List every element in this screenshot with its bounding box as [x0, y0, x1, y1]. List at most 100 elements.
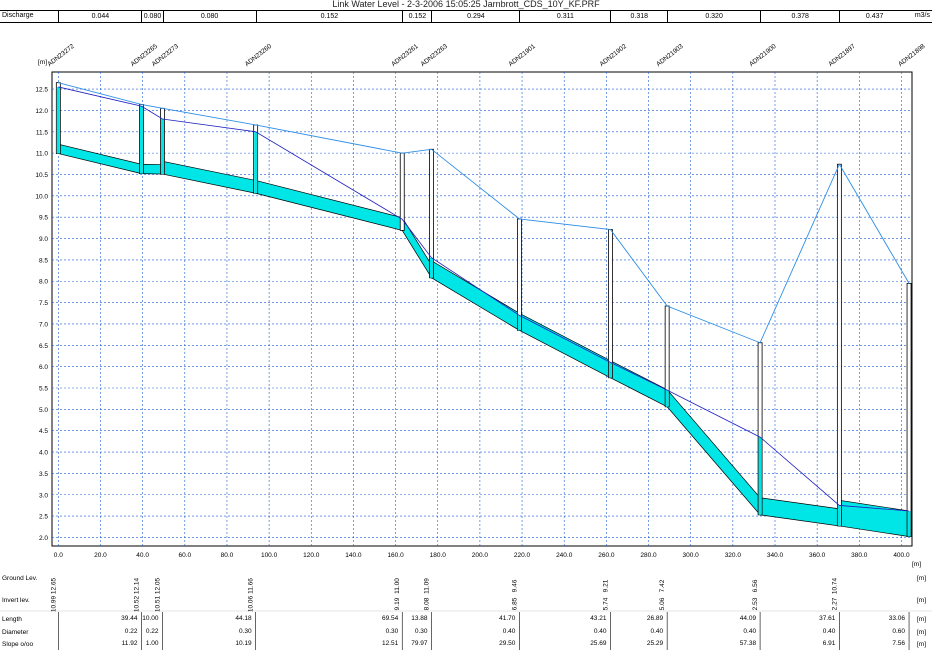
table-cell-slope-o-oo: 12.51 — [382, 640, 399, 647]
invert-level-value: 10.99 — [50, 595, 57, 612]
node-name-label: ADN23261 — [390, 43, 420, 68]
invert-level-value: 9.19 — [394, 597, 401, 610]
discharge-cell: 0.311 — [519, 11, 610, 22]
slope-label: Slope o/oo — [2, 641, 34, 648]
ground-level-value: 12.65 — [50, 577, 57, 594]
x-tick-label: 140.0 — [345, 552, 362, 559]
node-name-label: ADN23272 — [46, 43, 76, 68]
x-tick-label: 300.0 — [683, 552, 700, 559]
plot-frame — [51, 71, 913, 547]
table-cell-slope-o-oo: 79.97 — [411, 640, 428, 647]
diameter-unit: [m] — [917, 629, 927, 636]
table-cell-slope-o-oo: 11.92 — [122, 640, 138, 647]
table-cell-slope-o-oo: 10.19 — [235, 640, 252, 647]
ground-level-value: 11.66 — [248, 578, 255, 594]
table-cell-length: 13.88 — [411, 615, 428, 622]
table-cell-length: 44.18 — [235, 615, 252, 622]
invert-level-value: 6.85 — [511, 597, 518, 610]
invert-level-value: 10.06 — [248, 595, 255, 612]
table-cell-slope-o-oo: 29.50 — [499, 640, 516, 647]
table-cell-slope-o-oo: 6.91 — [823, 640, 836, 647]
table-cell-diameter: 0.60 — [892, 628, 905, 635]
x-tick-label: 260.0 — [598, 552, 615, 559]
manhole — [516, 218, 522, 331]
ground-level-unit: [m] — [917, 575, 927, 582]
y-tick-label: 9.5 — [39, 215, 48, 222]
chart-title: Link Water Level - 2-3-2006 15:05:25 Jar… — [332, 0, 600, 9]
y-tick-label: 4.5 — [39, 428, 48, 435]
ground-level-value: 7.42 — [659, 579, 666, 592]
pipe-segment — [839, 499, 910, 538]
table-cell-slope-o-oo: 1.00 — [146, 640, 159, 647]
pipe-segment — [141, 163, 163, 175]
ground-level-value: 10.74 — [831, 577, 838, 594]
y-axis-unit: [m] — [38, 59, 47, 66]
table-cell-length: 44.09 — [740, 615, 757, 622]
ground-level-value: 9.21 — [602, 579, 609, 592]
x-tick-label: 280.0 — [640, 552, 657, 559]
y-tick-label: 2.5 — [39, 514, 48, 521]
x-tick-label: 80.0 — [221, 552, 234, 559]
pipe-segment — [162, 160, 257, 194]
ground-level-value: 9.46 — [511, 579, 518, 592]
table-cell-diameter: 0.40 — [503, 628, 516, 635]
y-tick-label: 9.0 — [39, 236, 48, 243]
pipe-segment — [759, 497, 840, 527]
table-cell-diameter: 0.30 — [386, 628, 399, 635]
discharge-row: Discharge m3/s 0.044 0.080 0.080 0.152 0.152… — [0, 10, 932, 23]
discharge-cell: 0.080 — [141, 11, 162, 22]
invert-level-label: Invert lev. — [2, 597, 30, 604]
y-tick-label: 8.5 — [39, 257, 48, 264]
x-tick-label: 400.0 — [893, 552, 910, 559]
table-cell-diameter: 0.22 — [146, 628, 159, 635]
manhole-water — [907, 510, 911, 537]
invert-level-value: 10.52 — [133, 595, 140, 612]
ground-level-value: 11.09 — [423, 578, 430, 594]
y-tick-label: 10.0 — [35, 193, 48, 200]
length-unit: [m] — [917, 616, 927, 623]
x-tick-label: 160.0 — [387, 552, 404, 559]
discharge-unit: m3/s — [914, 12, 930, 19]
manhole-water — [517, 315, 521, 331]
y-tick-label: 5.5 — [39, 386, 48, 393]
manhole-water — [429, 257, 433, 278]
pipe-segment — [401, 216, 432, 280]
manhole — [906, 282, 912, 538]
table-cell-diameter: 0.30 — [239, 628, 252, 635]
x-axis-unit: [m] — [912, 561, 921, 568]
y-tick-label: 7.5 — [39, 300, 48, 307]
invert-level-value: 8.08 — [423, 597, 430, 610]
discharge-cell: 0.318 — [610, 11, 667, 22]
manhole-water — [254, 131, 258, 194]
x-tick-label: 0.0 — [54, 552, 63, 559]
y-tick-label: 6.0 — [39, 364, 48, 371]
node-name-label: ADN23260 — [244, 43, 274, 68]
manhole-water — [608, 362, 612, 378]
table-cell-length: 26.89 — [647, 615, 664, 622]
discharge-cell: 0.437 — [839, 11, 909, 22]
invert-level-value: 10.51 — [155, 595, 162, 612]
y-tick-label: 3.5 — [39, 471, 48, 478]
x-tick-label: 360.0 — [809, 552, 826, 559]
y-tick-label: 11.0 — [36, 151, 49, 158]
x-tick-label: 100.0 — [261, 552, 278, 559]
table-cell-diameter: 0.40 — [650, 628, 663, 635]
table-cell-slope-o-oo: 25.29 — [647, 640, 664, 647]
manhole-water — [837, 505, 841, 526]
ground-level-value: 11.00 — [394, 578, 401, 594]
x-tick-label: 40.0 — [136, 552, 149, 559]
x-tick-label: 220.0 — [514, 552, 531, 559]
table-cell-length: 43.21 — [590, 615, 607, 622]
table-cell-slope-o-oo: 57.38 — [740, 640, 757, 647]
discharge-cell: 0.044 — [58, 11, 141, 22]
node-name-label: ADN21897 — [827, 43, 857, 68]
y-tick-label: 12.0 — [35, 108, 48, 115]
manhole-water — [56, 86, 60, 154]
x-tick-label: 120.0 — [303, 552, 320, 559]
discharge-cell: 0.080 — [162, 11, 256, 22]
pipe-segment — [431, 260, 520, 331]
manhole — [608, 229, 613, 379]
discharge-cell: 0.320 — [667, 11, 760, 22]
y-tick-label: 7.0 — [39, 321, 48, 328]
